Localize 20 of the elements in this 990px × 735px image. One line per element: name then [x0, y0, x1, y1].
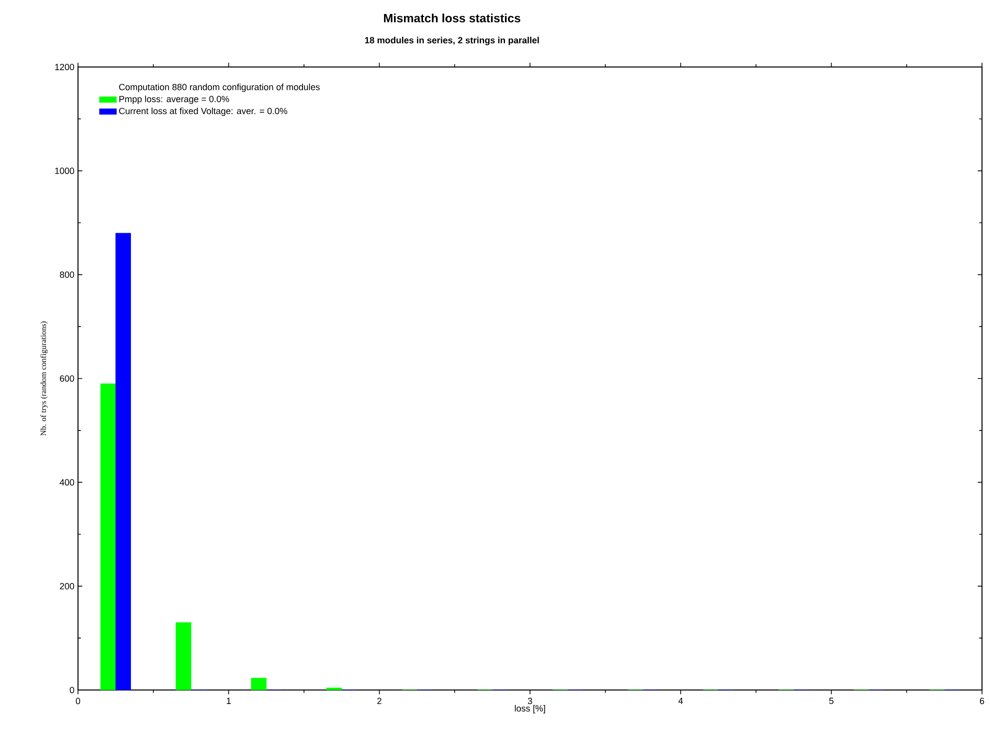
x-tick-label: 2	[377, 698, 382, 704]
x-tick-label: 6	[980, 698, 984, 704]
y-tick-label: 1000	[55, 168, 74, 174]
legend-title: Computation 880 random configuration of modules	[119, 84, 320, 92]
chart-title: Mismatch loss statistics	[384, 14, 520, 22]
y-tick-label: 400	[60, 479, 74, 486]
y-tick-label: 0	[70, 686, 74, 694]
y-tick-label: 1200	[55, 64, 74, 70]
x-tick-label: 4	[678, 698, 683, 704]
x-tick-label: 3	[528, 698, 532, 704]
legend-label: Current loss at fixed Voltage: aver. = 0.0%	[119, 108, 288, 116]
legend-label: Pmpp loss: average = 0.0%	[119, 96, 230, 104]
chart-subtitle: 18 modules in series, 2 strings in parallel	[365, 36, 539, 46]
x-axis-title: loss [%]	[514, 704, 546, 714]
x-tick-label: 5	[829, 698, 834, 704]
x-tick-label: 1	[226, 698, 231, 704]
y-tick-label: 800	[60, 271, 74, 278]
y-tick-label: 600	[60, 375, 74, 382]
x-tick-label: 0	[76, 698, 80, 704]
y-tick-label: 200	[60, 582, 74, 590]
